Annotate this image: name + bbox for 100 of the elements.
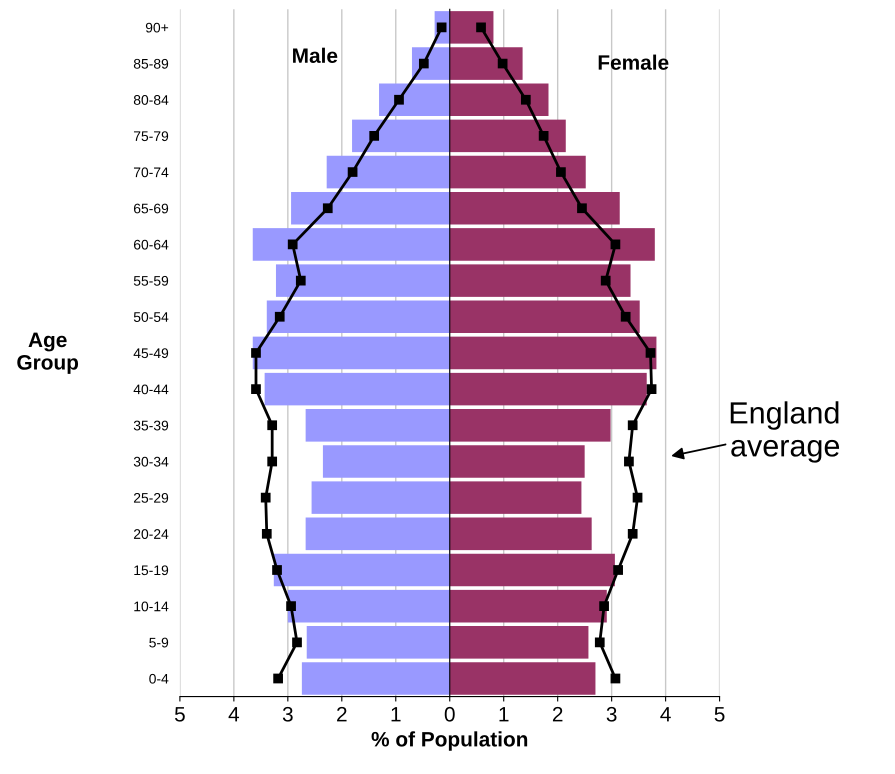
point: [476, 22, 486, 32]
bar: [288, 590, 450, 622]
bar: [266, 300, 450, 334]
point: [610, 240, 620, 250]
x-tick-label: 5: [714, 707, 724, 722]
point: [599, 601, 609, 612]
point: [296, 276, 306, 286]
y-tick-label: 0-4: [149, 674, 168, 684]
bar: [450, 47, 523, 80]
y-tick-label: 25-29: [134, 492, 168, 503]
x-axis-title: % of Population: [372, 731, 528, 751]
bar: [450, 120, 566, 152]
bar: [274, 554, 450, 586]
bar: [252, 228, 450, 261]
bar: [450, 590, 607, 622]
point: [267, 456, 278, 466]
point: [292, 637, 302, 648]
bar: [450, 156, 586, 188]
point: [646, 384, 656, 394]
bar: [450, 83, 548, 116]
y-tick-label: 80-84: [134, 95, 168, 105]
point: [628, 420, 638, 430]
bar: [312, 481, 450, 514]
text: Male: [293, 48, 338, 63]
point: [288, 240, 298, 250]
bar: [450, 518, 592, 550]
y-tick-label: 45-49: [134, 348, 168, 358]
point: [251, 384, 261, 394]
point: [498, 58, 508, 68]
point: [262, 528, 272, 539]
point: [520, 94, 531, 105]
point: [272, 565, 282, 575]
point: [286, 601, 296, 612]
point: [577, 203, 587, 214]
y-tick-label: 5-9: [149, 638, 168, 648]
bar: [450, 372, 647, 406]
point: [628, 528, 638, 539]
bar: [264, 372, 450, 406]
point: [274, 312, 285, 322]
y-tick-label: 90+: [146, 22, 168, 33]
x-tick-label: 4: [228, 707, 240, 722]
x-tick-label: 2: [552, 706, 562, 722]
bar: [450, 228, 655, 261]
y-axis-title: Age Group: [17, 332, 78, 374]
bar: [306, 409, 450, 442]
bar: [291, 192, 450, 225]
x-tick-label: 4: [660, 707, 671, 722]
text: England average: [730, 401, 840, 463]
x-tick-label: 3: [282, 706, 293, 722]
x-tick-label: 1: [500, 707, 508, 722]
x-tick-label: 0: [444, 706, 455, 722]
y-tick-label: 70-74: [134, 167, 168, 178]
bar: [276, 264, 450, 297]
y-tick-label: 15-19: [134, 565, 168, 576]
y-tick-label: 65-69: [134, 204, 168, 214]
point: [600, 276, 611, 286]
bar: [450, 264, 631, 297]
bar: [322, 445, 450, 478]
y-tick-label: 35-39: [134, 420, 168, 430]
point: [348, 167, 358, 177]
bar: [450, 336, 656, 370]
point: [322, 203, 333, 214]
text: Female: [598, 54, 668, 70]
x-tick-label: 1: [392, 707, 401, 722]
point: [632, 492, 642, 503]
point: [267, 420, 278, 430]
bar: [379, 83, 450, 116]
bar: [450, 445, 585, 478]
y-tick-label: 50-54: [134, 312, 168, 322]
y-tick-label: 20-24: [134, 529, 168, 539]
bar: [450, 11, 494, 44]
bar: [352, 120, 450, 152]
bar: [326, 156, 450, 188]
bar: [306, 518, 450, 550]
point: [369, 131, 380, 141]
bar: [302, 662, 450, 695]
bar: [450, 409, 611, 442]
y-tick-label: 85-89: [134, 58, 168, 69]
point: [538, 131, 549, 141]
y-tick-label: 40-44: [134, 384, 168, 394]
x-tick-label: 5: [174, 707, 185, 722]
point: [273, 674, 283, 684]
bar: [450, 192, 620, 225]
bar: [252, 336, 450, 370]
point: [251, 348, 261, 358]
point: [646, 348, 656, 358]
point: [394, 94, 404, 105]
bar: [450, 300, 640, 334]
point: [610, 674, 620, 684]
point: [418, 58, 429, 68]
point: [624, 456, 634, 466]
point: [260, 492, 271, 503]
y-tick-label: 75-79: [134, 131, 168, 142]
bar: [450, 626, 588, 659]
y-tick-label: 55-59: [134, 276, 168, 286]
y-tick-label: 10-14: [134, 602, 168, 612]
bar: [450, 481, 582, 514]
x-tick-label: 2: [337, 706, 347, 722]
bar: [450, 662, 596, 695]
bar: [450, 554, 615, 586]
